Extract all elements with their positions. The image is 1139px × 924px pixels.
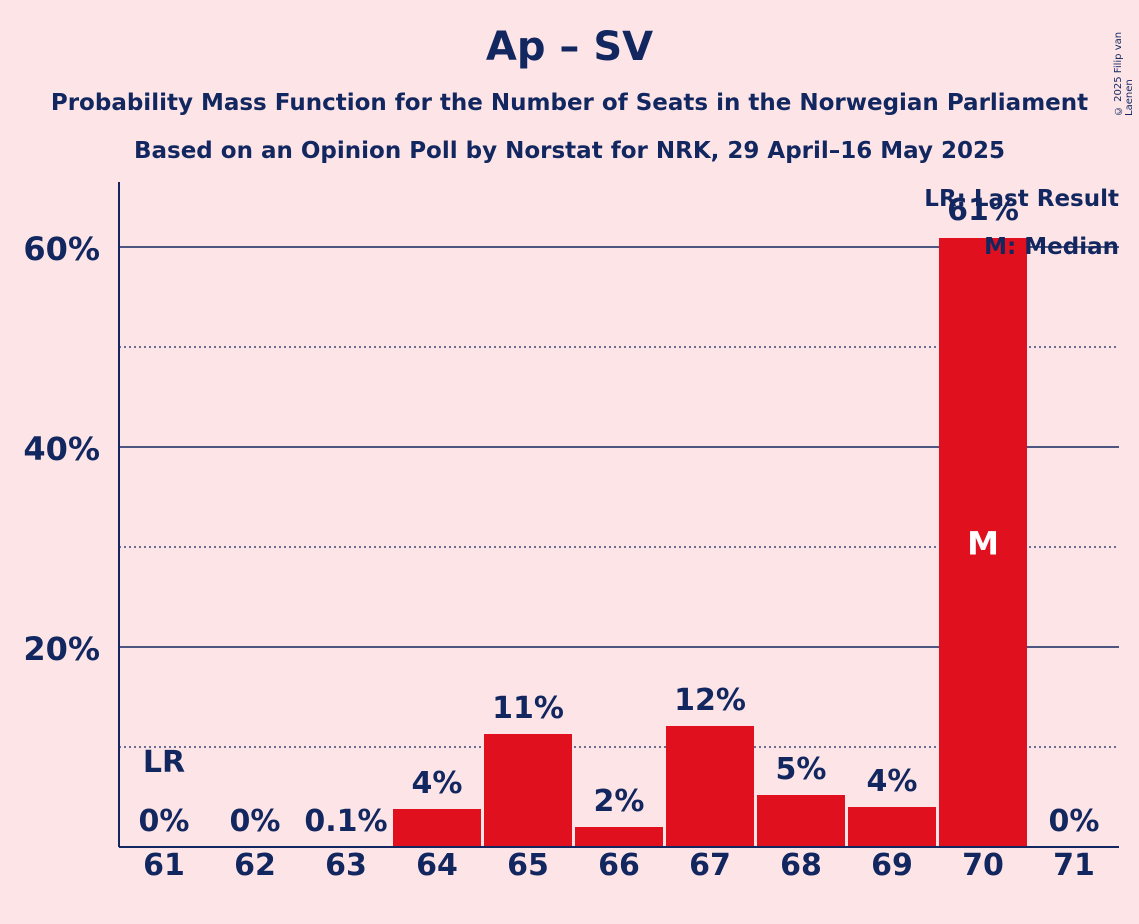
bar-value-label: 0% bbox=[139, 804, 190, 839]
bar-value-label: 0% bbox=[1049, 804, 1100, 839]
x-tick-label: 65 bbox=[507, 848, 549, 883]
bar bbox=[393, 809, 481, 847]
x-tick-label: 71 bbox=[1053, 848, 1095, 883]
chart-source-line: Based on an Opinion Poll by Norstat for … bbox=[133, 138, 1006, 164]
x-tick-label: 68 bbox=[780, 848, 822, 883]
bar bbox=[939, 238, 1027, 847]
bar-value-label: 4% bbox=[867, 764, 918, 799]
bar bbox=[484, 734, 572, 847]
x-tick-label: 63 bbox=[325, 848, 367, 883]
legend-median: M: Median bbox=[984, 234, 1119, 260]
x-tick-label: 70 bbox=[962, 848, 1004, 883]
bar-value-label: 2% bbox=[594, 784, 645, 819]
chart-title: Ap – SV bbox=[485, 24, 654, 70]
bar bbox=[666, 726, 754, 847]
x-tick-label: 62 bbox=[234, 848, 276, 883]
bar bbox=[757, 795, 845, 847]
median-marker: M bbox=[967, 525, 999, 563]
y-tick-label: 60% bbox=[23, 230, 100, 268]
x-tick-label: 67 bbox=[689, 848, 731, 883]
bar-value-label: 12% bbox=[674, 683, 746, 718]
x-tick-label: 61 bbox=[143, 848, 185, 883]
y-tick-label: 20% bbox=[23, 630, 100, 668]
bar-value-label: 0.1% bbox=[304, 804, 387, 839]
bar bbox=[848, 807, 936, 847]
legend-last-result: LR: Last Result bbox=[924, 186, 1119, 212]
bar bbox=[575, 827, 663, 847]
bar-value-label: 11% bbox=[492, 691, 564, 726]
bar-value-label: 61% bbox=[947, 193, 1019, 228]
y-tick-label: 40% bbox=[23, 430, 100, 468]
bar-value-label: 0% bbox=[230, 804, 281, 839]
bar-value-label: 4% bbox=[412, 766, 463, 801]
last-result-marker: LR bbox=[143, 745, 185, 780]
x-tick-label: 69 bbox=[871, 848, 913, 883]
chart-subtitle: Probability Mass Function for the Number… bbox=[50, 90, 1089, 116]
bar-value-label: 5% bbox=[776, 752, 827, 787]
x-tick-label: 64 bbox=[416, 848, 458, 883]
x-tick-label: 66 bbox=[598, 848, 640, 883]
